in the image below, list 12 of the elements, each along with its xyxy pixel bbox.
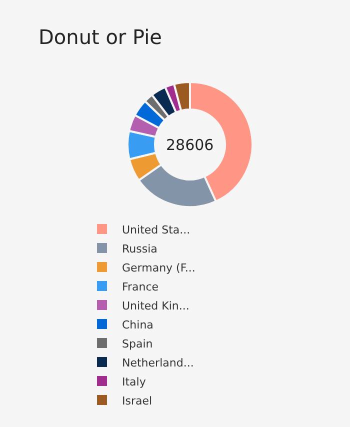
legend-label: United Kin... bbox=[122, 299, 190, 312]
legend-label: France bbox=[122, 280, 159, 294]
legend-label: Germany (F... bbox=[122, 261, 196, 274]
legend-label: Russia bbox=[122, 242, 158, 256]
legend-label: Israel bbox=[122, 394, 152, 408]
text: 28606 bbox=[166, 136, 214, 154]
legend-label: China bbox=[122, 318, 154, 332]
legend-label: Spain bbox=[122, 337, 153, 350]
legend-label: Netherland... bbox=[122, 356, 194, 370]
legend-label: United Sta... bbox=[122, 223, 190, 236]
chart-title: Donut or Pie bbox=[38, 24, 162, 49]
legend-label: Italy bbox=[122, 375, 146, 388]
